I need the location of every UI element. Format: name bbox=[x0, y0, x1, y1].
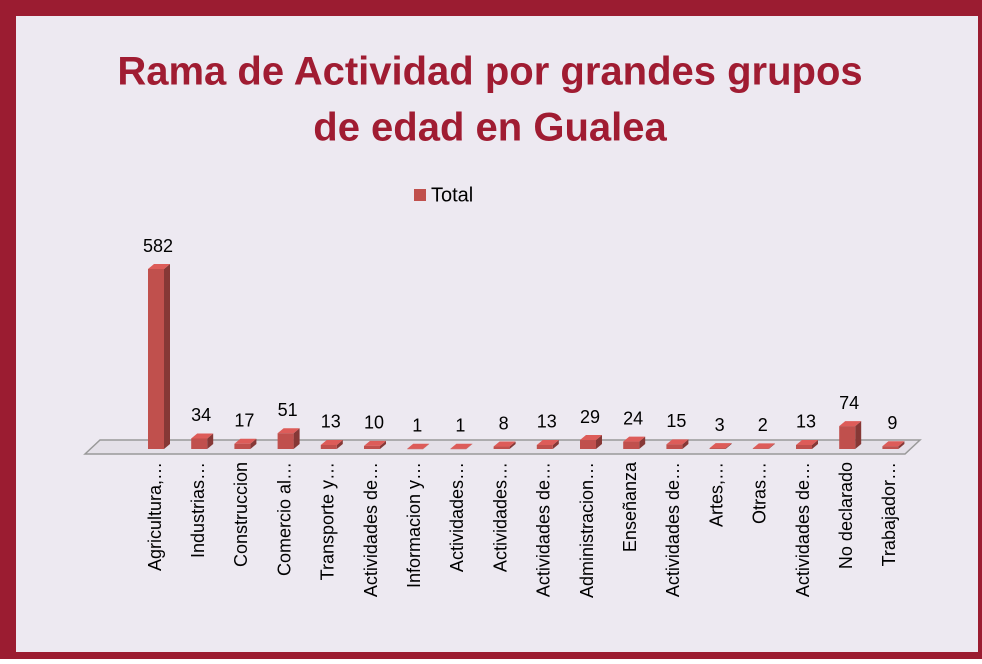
bar-side bbox=[898, 441, 905, 449]
x-tick-label: Artes,… bbox=[706, 462, 726, 527]
data-label: 8 bbox=[499, 413, 509, 433]
data-label: 1 bbox=[412, 415, 422, 435]
x-tick-label: Transporte y… bbox=[318, 462, 338, 580]
bar bbox=[234, 443, 251, 449]
data-label: 74 bbox=[839, 393, 859, 413]
bar-top bbox=[709, 443, 732, 449]
data-label: 17 bbox=[234, 410, 254, 430]
bar-top bbox=[364, 440, 386, 446]
x-tick-label: Actividades de… bbox=[534, 462, 554, 597]
x-tick-label: Actividades de… bbox=[361, 462, 381, 597]
bar-side bbox=[509, 441, 516, 449]
bar bbox=[277, 433, 294, 449]
bar-side bbox=[336, 439, 343, 449]
bar-top bbox=[623, 436, 646, 442]
data-label: 29 bbox=[580, 407, 600, 427]
bar-top bbox=[666, 439, 689, 445]
bar bbox=[796, 444, 812, 449]
data-label: 13 bbox=[796, 412, 816, 432]
bar-top bbox=[839, 421, 862, 427]
x-tick-label: Industrias… bbox=[188, 462, 208, 558]
bar bbox=[191, 438, 208, 449]
bar-side bbox=[423, 443, 430, 449]
bar-top bbox=[148, 264, 170, 269]
bar-side bbox=[552, 439, 559, 449]
bar-side bbox=[812, 439, 818, 449]
x-tick-label: Informacion y… bbox=[404, 462, 424, 588]
x-tick-label: Construccion bbox=[231, 462, 251, 567]
bar bbox=[752, 448, 769, 449]
bar-side bbox=[380, 440, 386, 449]
bar bbox=[148, 269, 164, 449]
bar bbox=[666, 444, 683, 449]
bar-side bbox=[207, 433, 214, 449]
legend-swatch bbox=[414, 189, 426, 201]
x-tick-label: No declarado bbox=[836, 462, 856, 569]
bar-top bbox=[234, 438, 257, 444]
bar bbox=[623, 441, 640, 449]
data-label: 24 bbox=[623, 408, 643, 428]
bar-top bbox=[536, 439, 559, 445]
bar-side bbox=[639, 436, 646, 449]
bar bbox=[839, 426, 856, 449]
data-label: 13 bbox=[537, 412, 557, 432]
bar bbox=[536, 444, 553, 449]
bar-side bbox=[250, 438, 257, 449]
bar bbox=[709, 448, 726, 449]
data-label: 582 bbox=[143, 236, 173, 256]
data-label: 2 bbox=[758, 415, 768, 435]
x-tick-label: Comercio al… bbox=[274, 462, 294, 576]
bar-side bbox=[466, 443, 473, 449]
bar bbox=[320, 444, 337, 449]
bar-top bbox=[796, 439, 818, 445]
bar bbox=[407, 448, 424, 450]
x-tick-label: Otras… bbox=[750, 462, 770, 524]
bar-top bbox=[320, 439, 343, 445]
x-tick-label: Actividades… bbox=[447, 462, 467, 572]
data-label: 3 bbox=[715, 415, 725, 435]
plot-background bbox=[16, 16, 978, 652]
bar-top bbox=[752, 443, 775, 449]
bar-top bbox=[277, 428, 300, 434]
x-tick-label: Administracion… bbox=[577, 462, 597, 598]
bar-top bbox=[407, 443, 430, 449]
x-tick-label: Enseñanza bbox=[620, 461, 640, 552]
bar bbox=[364, 445, 380, 449]
bar-side bbox=[682, 439, 689, 449]
bar bbox=[882, 446, 899, 449]
bar-top bbox=[450, 443, 473, 449]
bar bbox=[493, 446, 510, 449]
bar-top bbox=[493, 441, 516, 447]
data-label: 10 bbox=[364, 413, 384, 433]
bar-side bbox=[768, 443, 775, 449]
bar-top bbox=[580, 435, 602, 441]
legend-label: Total bbox=[431, 184, 473, 206]
chart-title: de edad en Gualea bbox=[313, 106, 667, 150]
bar-top bbox=[882, 441, 905, 447]
x-tick-label: Actividades de… bbox=[663, 462, 683, 597]
chart-title: Rama de Actividad por grandes grupos bbox=[117, 50, 862, 94]
bar-top bbox=[191, 433, 214, 439]
data-label: 13 bbox=[321, 412, 341, 432]
x-tick-label: Actividades… bbox=[490, 462, 510, 572]
bar-side bbox=[855, 421, 862, 449]
bar-side bbox=[293, 428, 300, 449]
data-label: 15 bbox=[666, 411, 686, 431]
x-tick-label: Agricultura,… bbox=[145, 462, 165, 571]
bar bbox=[450, 448, 467, 450]
data-label: 34 bbox=[191, 405, 211, 425]
data-label: 51 bbox=[278, 400, 298, 420]
bar bbox=[580, 440, 596, 449]
x-tick-label: Actividades de… bbox=[793, 462, 813, 597]
bar-side bbox=[164, 264, 170, 449]
bar-side bbox=[596, 435, 602, 449]
bar-side bbox=[725, 443, 732, 449]
x-tick-label: Trabajador… bbox=[879, 462, 899, 566]
data-label: 1 bbox=[455, 415, 465, 435]
data-label: 9 bbox=[887, 413, 897, 433]
